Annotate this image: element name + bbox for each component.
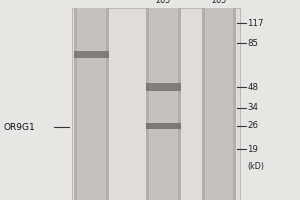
Bar xyxy=(202,8,205,200)
Text: (kD): (kD) xyxy=(248,162,265,171)
Text: 117: 117 xyxy=(248,19,264,27)
Bar xyxy=(233,8,236,200)
Bar xyxy=(74,51,109,58)
Text: 205: 205 xyxy=(156,0,171,5)
Text: 19: 19 xyxy=(248,144,258,154)
Text: 34: 34 xyxy=(248,104,259,112)
Text: OR9G1: OR9G1 xyxy=(3,122,35,132)
Bar xyxy=(106,8,109,200)
Bar xyxy=(146,8,181,200)
Bar xyxy=(146,83,181,91)
Text: 205: 205 xyxy=(212,0,226,5)
Text: HeLa: HeLa xyxy=(81,0,102,1)
Bar xyxy=(146,123,181,129)
Bar xyxy=(74,8,109,200)
Text: 85: 85 xyxy=(248,38,259,47)
Text: 48: 48 xyxy=(248,83,259,92)
Bar xyxy=(72,8,240,200)
Text: 26: 26 xyxy=(248,121,259,130)
Bar xyxy=(74,8,77,200)
Bar xyxy=(146,8,149,200)
Bar xyxy=(202,8,236,200)
Bar xyxy=(178,8,181,200)
